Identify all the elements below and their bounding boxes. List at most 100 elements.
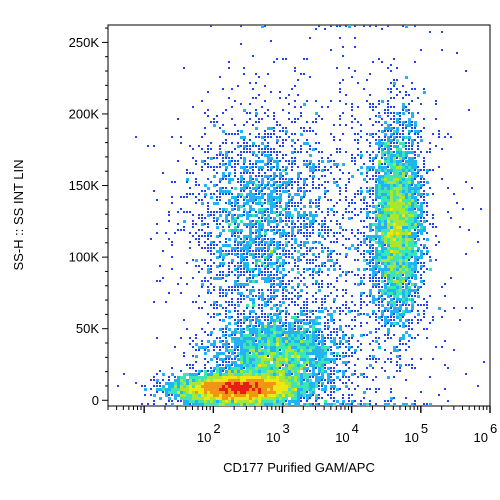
- event-dot: [261, 196, 264, 199]
- event-dot: [255, 238, 257, 240]
- event-dot: [276, 319, 279, 322]
- event-dot: [210, 283, 212, 285]
- event-dot: [243, 157, 246, 160]
- event-dot: [384, 193, 387, 196]
- event-dot: [255, 220, 258, 223]
- event-dot: [384, 340, 386, 342]
- event-dot: [396, 127, 399, 130]
- event-dot: [210, 277, 212, 279]
- event-dot: [156, 232, 158, 234]
- event-dot: [408, 196, 411, 199]
- event-dot: [249, 220, 252, 223]
- event-dot: [249, 292, 252, 295]
- event-dot: [285, 310, 288, 313]
- event-dot: [243, 340, 246, 343]
- event-dot: [195, 301, 197, 303]
- event-dot: [402, 211, 405, 214]
- event-dot: [267, 304, 269, 306]
- event-dot: [297, 376, 300, 379]
- event-dot: [402, 226, 405, 229]
- event-dot: [225, 313, 227, 315]
- event-dot: [399, 238, 402, 241]
- event-dot: [222, 388, 225, 391]
- event-dot: [303, 235, 305, 237]
- event-dot: [384, 202, 387, 205]
- event-dot: [390, 163, 393, 166]
- event-dot: [303, 181, 306, 184]
- event-dot: [300, 358, 303, 361]
- event-dot: [300, 127, 302, 129]
- event-dot: [258, 355, 261, 358]
- event-dot: [342, 55, 344, 57]
- event-dot: [279, 229, 281, 231]
- event-dot: [204, 259, 206, 261]
- event-dot: [225, 175, 227, 177]
- event-dot: [300, 241, 302, 243]
- event-dot: [411, 223, 414, 226]
- event-dot: [423, 196, 425, 198]
- event-dot: [258, 373, 261, 376]
- event-dot: [345, 301, 347, 303]
- event-dot: [237, 379, 240, 382]
- event-dot: [396, 211, 399, 214]
- event-dot: [378, 169, 381, 172]
- event-dot: [366, 226, 368, 228]
- event-dot: [279, 310, 282, 313]
- event-dot: [231, 379, 234, 382]
- event-dot: [294, 160, 296, 162]
- event-dot: [384, 250, 387, 253]
- event-dot: [240, 394, 243, 397]
- event-dot: [216, 196, 218, 198]
- event-dot: [345, 247, 347, 249]
- event-dot: [207, 271, 210, 274]
- event-dot: [213, 175, 216, 178]
- event-dot: [402, 259, 405, 262]
- event-dot: [381, 280, 384, 283]
- event-dot: [375, 178, 378, 181]
- event-dot: [315, 397, 318, 400]
- event-dot: [411, 184, 413, 186]
- event-dot: [204, 235, 206, 237]
- event-dot: [366, 175, 368, 177]
- event-dot: [243, 235, 246, 238]
- event-dot: [255, 256, 257, 258]
- event-dot: [279, 286, 281, 288]
- event-dot: [297, 346, 300, 349]
- event-dot: [252, 382, 255, 385]
- event-dot: [273, 250, 276, 253]
- event-dot: [225, 142, 227, 144]
- event-dot: [324, 340, 326, 342]
- event-dot: [243, 385, 246, 388]
- event-dot: [216, 391, 219, 394]
- event-dot: [246, 343, 249, 346]
- event-dot: [363, 283, 365, 285]
- event-dot: [291, 325, 294, 328]
- event-dot: [354, 310, 356, 312]
- event-dot: [264, 133, 266, 135]
- event-dot: [411, 100, 413, 102]
- event-dot: [375, 106, 377, 108]
- event-dot: [306, 100, 308, 102]
- event-dot: [420, 181, 422, 183]
- event-dot: [414, 139, 416, 141]
- event-dot: [240, 334, 243, 337]
- event-dot: [318, 241, 321, 244]
- event-dot: [381, 298, 384, 301]
- event-dot: [258, 181, 260, 183]
- event-dot: [222, 229, 225, 232]
- event-dot: [372, 157, 375, 160]
- event-dot: [369, 274, 371, 276]
- event-dot: [360, 166, 363, 169]
- event-dot: [318, 385, 320, 387]
- event-dot: [234, 196, 237, 199]
- event-dot: [234, 322, 237, 325]
- event-dot: [258, 298, 260, 300]
- event-dot: [399, 223, 402, 226]
- event-dot: [246, 382, 249, 385]
- event-dot: [342, 361, 345, 364]
- event-dot: [360, 298, 362, 300]
- event-dot: [237, 352, 240, 355]
- event-dot: [393, 223, 396, 226]
- event-dot: [237, 283, 240, 286]
- event-dot: [276, 340, 279, 343]
